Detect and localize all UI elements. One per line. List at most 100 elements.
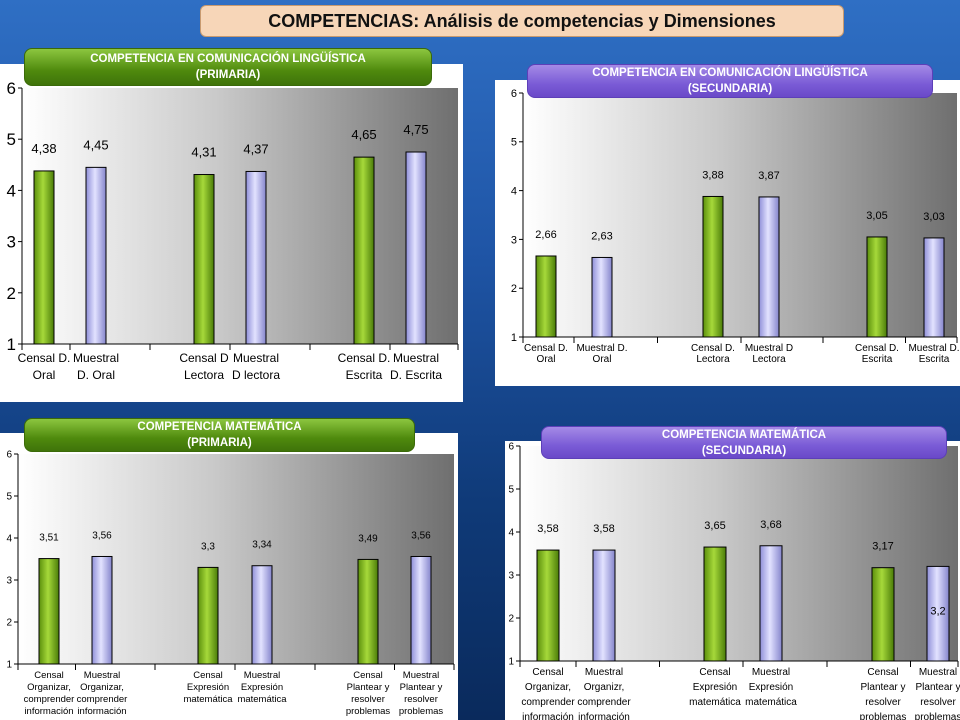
- bar-censal: [193, 174, 215, 345]
- bar-value-label: 3,68: [760, 519, 781, 531]
- x-category-label: Censal: [532, 667, 563, 678]
- x-category-label: D. Oral: [77, 368, 115, 382]
- chart-label-primaria-matematica: COMPETENCIA MATEMÁTICA (PRIMARIA): [24, 418, 415, 452]
- x-category-label: D. Escrita: [390, 368, 442, 382]
- y-tick-label: 4: [511, 185, 517, 197]
- bar-value-label: 3,3: [201, 541, 215, 552]
- y-tick-label: 5: [7, 130, 16, 149]
- x-category-label: Organizar,: [80, 682, 124, 693]
- bar-value-label: 4,38: [31, 141, 56, 156]
- x-category-label: matemática: [183, 694, 233, 705]
- chart-label-line1: COMPETENCIA EN COMUNICACIÓN LINGÜÍSTICA: [592, 67, 868, 79]
- chart-label-line1: COMPETENCIA MATEMÁTICA: [137, 421, 302, 433]
- x-category-label: problemas: [399, 706, 444, 717]
- y-tick-label: 5: [508, 485, 514, 496]
- x-category-label: Muestral: [84, 670, 120, 681]
- y-tick-label: 6: [508, 442, 514, 453]
- x-category-label: información: [522, 712, 574, 720]
- x-category-label: Muestral: [585, 667, 623, 678]
- bar-value-label: 3,2: [930, 605, 945, 617]
- x-category-label: Muestral: [73, 351, 119, 365]
- chart-label-line1: COMPETENCIA MATEMÁTICA: [661, 428, 827, 441]
- x-category-label: Muestral D.: [576, 343, 627, 354]
- y-tick-label: 6: [6, 450, 12, 461]
- y-tick-label: 2: [6, 618, 12, 629]
- bar-censal: [33, 170, 55, 345]
- bar-value-label: 3,58: [537, 523, 558, 535]
- bar-muestral: [926, 565, 950, 662]
- bar-muestral: [85, 166, 107, 345]
- bar-value-label: 3,56: [411, 530, 431, 541]
- bar-muestral: [591, 256, 613, 338]
- bar-value-label: 4,45: [83, 137, 108, 152]
- x-category-label: Censal D.: [338, 351, 391, 365]
- bar-muestral: [592, 549, 616, 662]
- x-category-label: Censal: [193, 670, 223, 681]
- bar-chart-2: 1234563,51CensalOrganizar,comprenderinfo…: [6, 450, 455, 717]
- bar-muestral: [410, 555, 432, 665]
- x-category-label: Plantear y: [860, 682, 905, 693]
- bar-value-label: 3,49: [358, 533, 378, 544]
- x-category-label: Oral: [33, 368, 56, 382]
- chart-label-line2: (PRIMARIA): [187, 437, 252, 449]
- x-category-label: matemática: [237, 694, 287, 705]
- x-category-label: Oral: [537, 354, 556, 365]
- bar-value-label: 3,34: [252, 540, 272, 551]
- bar-censal: [866, 236, 888, 338]
- bar-value-label: 4,31: [191, 145, 216, 160]
- bar-value-label: 3,03: [923, 211, 944, 223]
- x-category-label: Expresión: [187, 682, 229, 693]
- bar-censal: [536, 549, 560, 662]
- bar-censal: [702, 195, 724, 338]
- y-tick-label: 2: [508, 614, 514, 625]
- x-category-label: Escrita: [346, 368, 383, 382]
- x-category-label: comprender: [77, 694, 128, 705]
- x-category-label: Escrita: [862, 354, 893, 365]
- x-category-label: Escrita: [919, 354, 950, 365]
- bar-value-label: 4,65: [351, 127, 376, 142]
- bar-value-label: 3,51: [39, 533, 59, 544]
- x-category-label: Muestral: [919, 667, 957, 678]
- y-tick-label: 3: [508, 571, 514, 582]
- x-category-label: matemática: [689, 697, 741, 708]
- x-category-label: Muestral: [244, 670, 280, 681]
- bar-censal: [353, 156, 375, 345]
- x-category-label: resolver: [865, 697, 901, 708]
- bar-value-label: 3,88: [702, 169, 723, 181]
- bar-censal: [871, 567, 895, 662]
- bar-muestral: [91, 555, 113, 665]
- bar-value-label: 2,66: [535, 229, 556, 241]
- x-category-label: Muestral D: [745, 343, 793, 354]
- x-category-label: Muestral: [752, 667, 790, 678]
- y-tick-label: 5: [6, 492, 12, 503]
- x-category-label: Muestral: [393, 351, 439, 365]
- x-category-label: problemas: [346, 706, 391, 717]
- x-category-label: Censal D.: [691, 343, 735, 354]
- bar-muestral: [759, 545, 783, 662]
- y-tick-label: 3: [511, 234, 517, 246]
- chart-label-line2: (SECUNDARIA): [687, 83, 773, 95]
- page-title: COMPETENCIAS: Análisis de competencias y…: [200, 5, 844, 37]
- chart-label-line2: (SECUNDARIA): [701, 444, 787, 457]
- x-category-label: Censal: [34, 670, 64, 681]
- chart-label-secundaria-matematica: COMPETENCIA MATEMÁTICA (SECUNDARIA): [541, 426, 947, 459]
- y-tick-label: 1: [511, 332, 517, 344]
- y-tick-label: 4: [7, 181, 16, 200]
- bar-censal: [38, 558, 60, 665]
- y-tick-label: 2: [511, 283, 517, 295]
- y-tick-label: 2: [7, 284, 16, 303]
- x-category-label: Oral: [593, 354, 612, 365]
- plot-area: [523, 93, 957, 337]
- x-category-label: resolver: [404, 694, 438, 705]
- y-tick-label: 4: [6, 534, 12, 545]
- x-category-label: Censal D.: [855, 343, 899, 354]
- x-category-label: Censal D: [179, 351, 229, 365]
- bar-value-label: 3,65: [704, 520, 725, 532]
- bar-value-label: 3,58: [593, 523, 614, 535]
- bar-censal: [535, 255, 557, 338]
- x-category-label: Muestral: [233, 351, 279, 365]
- chart-panel-primaria-linguistica: 1 2 3 4 5 6 4,38 Censal D. Oral 4,45 Muestral D. Or…: [0, 64, 463, 402]
- bar-censal: [197, 566, 219, 665]
- x-category-label: problemas: [860, 712, 907, 720]
